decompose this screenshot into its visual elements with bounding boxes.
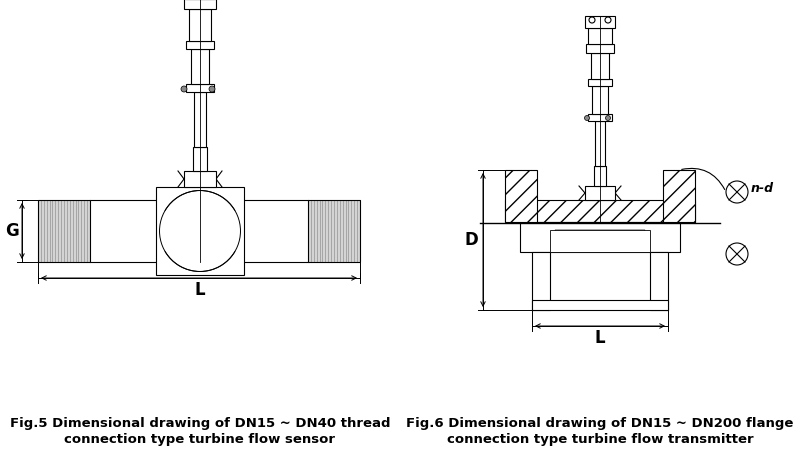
Bar [184,0,216,9]
Polygon shape [555,230,645,252]
Bar [592,86,608,114]
Bar [308,200,360,262]
Bar [505,200,695,222]
Bar [588,79,612,86]
Text: connection type turbine flow transmitter: connection type turbine flow transmitter [446,432,754,445]
Bar [189,9,211,41]
Bar [38,200,90,262]
Bar [194,92,206,147]
Bar [193,147,207,171]
Bar [663,170,695,222]
Bar [156,187,244,275]
Bar [595,121,605,166]
Bar [591,53,609,79]
Bar [38,200,90,262]
Circle shape [585,116,590,120]
Text: Fig.5 Dimensional drawing of DN15 ~ DN40 thread: Fig.5 Dimensional drawing of DN15 ~ DN40… [10,416,390,430]
Text: n-d: n-d [751,182,774,195]
Bar [186,84,214,92]
Bar [588,114,612,121]
Bar [186,41,214,49]
Bar [308,200,360,262]
Bar [594,166,606,186]
Circle shape [209,86,215,92]
Bar [585,186,615,200]
Bar [505,170,537,222]
Bar [191,49,209,84]
Text: Fig.6 Dimensional drawing of DN15 ~ DN200 flange: Fig.6 Dimensional drawing of DN15 ~ DN20… [406,416,794,430]
Bar [532,252,550,310]
Bar [532,300,668,310]
Bar [588,28,612,44]
Bar [586,44,614,53]
Circle shape [606,116,610,120]
Text: G: G [5,222,19,240]
Text: L: L [594,329,606,347]
Bar [650,252,668,310]
Text: connection type turbine flow sensor: connection type turbine flow sensor [65,432,335,445]
Bar [184,171,216,187]
Circle shape [181,86,187,92]
Bar [520,222,680,252]
Text: D: D [464,231,478,249]
Text: L: L [194,281,206,299]
Bar [550,230,650,252]
Bar [585,16,615,28]
